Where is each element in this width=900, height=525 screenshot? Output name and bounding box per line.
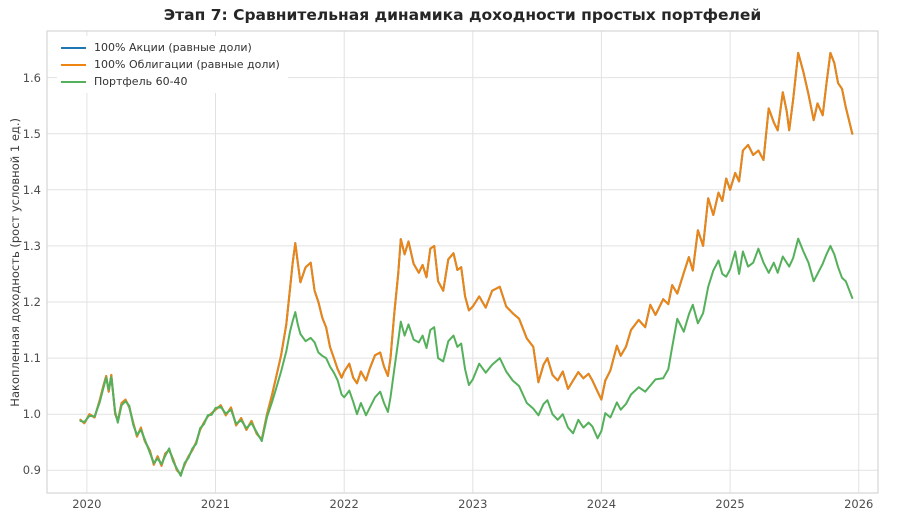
legend-item: 100% Акции (равные доли) (61, 39, 280, 56)
y-tick-label: 0.9 (22, 463, 41, 478)
legend: 100% Акции (равные доли) 100% Облигации (… (57, 36, 288, 93)
x-tick-label: 2025 (715, 497, 745, 511)
y-tick-label: 1.4 (22, 182, 41, 197)
y-tick-label: 1.3 (22, 238, 41, 253)
y-tick-label: 1.0 (22, 407, 41, 422)
legend-label: 100% Облигации (равные доли) (94, 58, 280, 71)
series-line-2 (79, 237, 854, 477)
legend-item: 100% Облигации (равные доли) (61, 56, 280, 73)
legend-line-swatch (61, 63, 86, 66)
y-tick-label: 1.6 (22, 70, 41, 85)
x-tick-label: 2021 (200, 497, 231, 511)
x-tick-label: 2020 (72, 497, 102, 511)
y-tick-label: 1.5 (22, 126, 41, 141)
legend-line-swatch (61, 46, 86, 49)
x-tick-label: 2022 (329, 497, 359, 511)
x-tick-label: 2026 (844, 497, 874, 511)
y-tick-label: 1.2 (22, 294, 41, 309)
x-tick-label: 2024 (586, 497, 617, 511)
chart-title: Этап 7: Сравнительная динамика доходност… (163, 6, 762, 24)
x-tick-label: 2023 (458, 497, 488, 511)
legend-label: 100% Акции (равные доли) (94, 41, 252, 54)
legend-line-swatch (61, 80, 86, 83)
y-tick-label: 1.1 (22, 351, 41, 366)
legend-item: Портфель 60-40 (61, 73, 280, 90)
legend-label: Портфель 60-40 (94, 75, 188, 88)
plot-border (46, 30, 879, 494)
